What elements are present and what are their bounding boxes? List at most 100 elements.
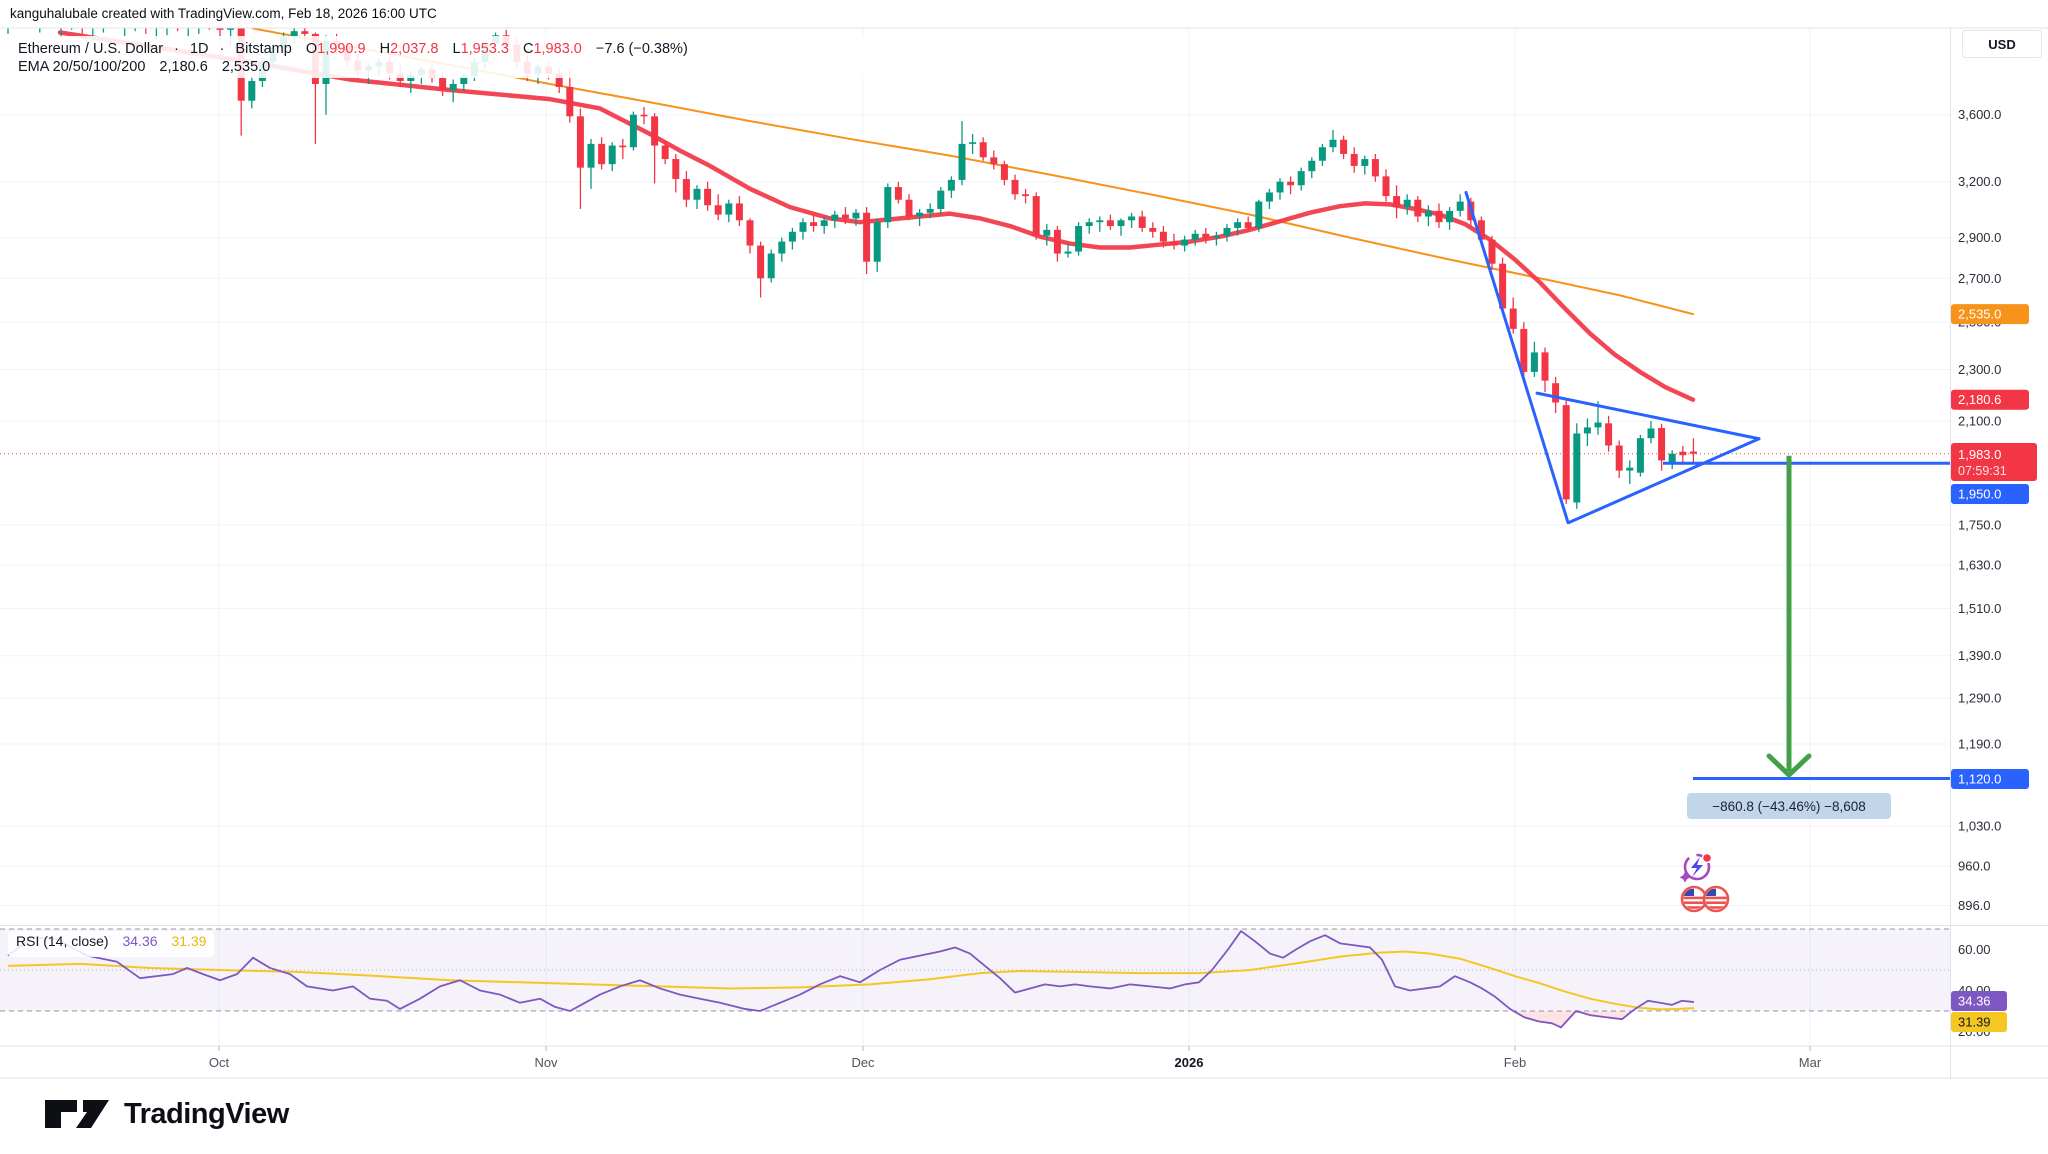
tradingview-logo-icon xyxy=(45,1100,109,1128)
open-label: O xyxy=(305,41,318,57)
candle-body xyxy=(58,15,65,20)
candle-body xyxy=(629,114,637,148)
candle-body xyxy=(1668,453,1676,463)
grid-layer xyxy=(0,28,1950,1046)
candle-body xyxy=(672,159,680,180)
rsi-legend[interactable]: RSI (14, close) 34.36 31.39 xyxy=(8,931,215,957)
high-label: H xyxy=(379,41,391,57)
symbol-title[interactable]: Ethereum / U.S. Dollar xyxy=(18,41,164,57)
candle-body xyxy=(1499,263,1507,309)
candle-body xyxy=(746,220,754,246)
price-tick-label: 1,510.0 xyxy=(1958,601,2001,616)
candle-body xyxy=(608,145,616,165)
candle-body xyxy=(990,157,998,165)
candle-body xyxy=(926,208,934,213)
trendline-steep[interactable] xyxy=(1464,190,1570,525)
candle-body xyxy=(111,12,118,21)
projection-arrow-head[interactable] xyxy=(1766,753,1812,778)
price-scale[interactable]: 3,600.03,200.02,900.02,700.02,500.02,300… xyxy=(1951,107,2037,1039)
candle-body xyxy=(788,231,796,242)
open-value: 1,990.9 xyxy=(317,41,366,57)
us-flag-event-icon[interactable] xyxy=(1680,885,1708,913)
symbol-legend-row[interactable]: Ethereum / U.S. Dollar · 1D · Bitstamp O… xyxy=(18,40,1038,58)
ema-slow-value: 2,535.0 xyxy=(221,59,271,75)
candle-body xyxy=(1541,352,1549,381)
candle-body xyxy=(820,220,828,227)
pennant-upper-line[interactable] xyxy=(1535,391,1761,441)
price-tick-label: 2,100.0 xyxy=(1958,414,2001,429)
candle-body xyxy=(1202,233,1210,238)
candle-body xyxy=(1064,251,1072,254)
tradingview-logo[interactable]: TradingView xyxy=(44,1097,289,1131)
candle-body xyxy=(1446,210,1454,223)
candle-body xyxy=(47,8,54,20)
candle-body xyxy=(89,18,96,23)
candle-body xyxy=(79,11,86,23)
rsi-value: 34.36 xyxy=(122,933,158,949)
candle-body xyxy=(576,116,584,168)
candle-body xyxy=(1573,433,1581,503)
price-badge-value: 1,950.0 xyxy=(1958,487,2001,502)
time-axis-label: 2026 xyxy=(1175,1055,1204,1070)
price-badge xyxy=(1951,304,2029,325)
bar-countdown: 07:59:31 xyxy=(1958,464,2007,478)
candle-body xyxy=(852,212,860,219)
candle-body xyxy=(1297,171,1305,186)
candle-body xyxy=(1265,192,1273,202)
price-tick-label: 3,600.0 xyxy=(1958,107,2001,122)
candle-body xyxy=(1011,179,1019,195)
rsi-ma-line xyxy=(7,950,1695,1011)
candle-body xyxy=(555,73,563,87)
candle-body xyxy=(778,241,786,254)
high-value: 2,037.8 xyxy=(390,41,439,57)
last-price-badge-value: 1,983.0 xyxy=(1958,447,2001,462)
ai-spark-icon[interactable] xyxy=(1679,850,1714,884)
price-badge xyxy=(1951,769,2029,789)
candle-body xyxy=(1149,227,1157,232)
measure-tool-label[interactable]: −860.8 (−43.46%) −8,608 xyxy=(1687,793,1891,819)
candle-body xyxy=(1509,308,1517,329)
ema-label[interactable]: EMA 20/50/100/200 xyxy=(18,59,146,75)
time-axis[interactable]: Oct Nov Dec 2026 Feb Mar xyxy=(209,1046,1822,1070)
ema-legend-row[interactable]: EMA 20/50/100/200 2,180.6 2,535.0 xyxy=(18,58,1038,76)
candle-body xyxy=(1223,227,1231,236)
rsi-pane xyxy=(0,928,1950,1029)
candle-body xyxy=(619,145,627,148)
pane-separators xyxy=(0,27,2048,1079)
us-flag-event-icon[interactable] xyxy=(1702,885,1730,913)
candle-body xyxy=(937,190,945,209)
candle-body xyxy=(26,2,33,14)
price-tick-label: 1,030.0 xyxy=(1958,819,2001,834)
low-label: L xyxy=(452,41,461,57)
candle-body xyxy=(301,31,309,34)
candle-body xyxy=(248,81,256,101)
candle-body xyxy=(1159,231,1167,242)
candle-body xyxy=(1212,235,1220,238)
change-value: −7.6 (−0.38%) xyxy=(595,41,688,57)
pennant-lower-line[interactable] xyxy=(1567,437,1761,525)
rsi-line xyxy=(7,930,1695,1029)
candle-body xyxy=(831,214,839,221)
candle-body xyxy=(1488,239,1496,264)
candle-body xyxy=(1350,153,1358,166)
price-tick-label: 2,300.0 xyxy=(1958,362,2001,377)
candle-body xyxy=(1085,222,1093,227)
candle-body xyxy=(1170,241,1178,246)
tradingview-logo-text: TradingView xyxy=(124,1097,289,1130)
candle-body xyxy=(100,12,107,17)
candle-body xyxy=(1615,445,1623,471)
currency-unit-button[interactable]: USD xyxy=(1962,30,2042,58)
candle-body xyxy=(1636,438,1644,473)
candle-body xyxy=(1361,159,1369,166)
price-tick-label: 3,200.0 xyxy=(1958,174,2001,189)
candle-body xyxy=(884,187,892,223)
rsi-indicator-label[interactable]: RSI (14, close) xyxy=(16,933,109,949)
price-tick-label: 1,750.0 xyxy=(1958,517,2001,532)
interval-label[interactable]: 1D xyxy=(189,41,209,57)
candle-body xyxy=(725,203,733,215)
candle-body xyxy=(407,75,415,82)
time-axis-label: Nov xyxy=(534,1055,558,1070)
candle-body xyxy=(1128,216,1136,221)
candle-body xyxy=(164,15,171,19)
